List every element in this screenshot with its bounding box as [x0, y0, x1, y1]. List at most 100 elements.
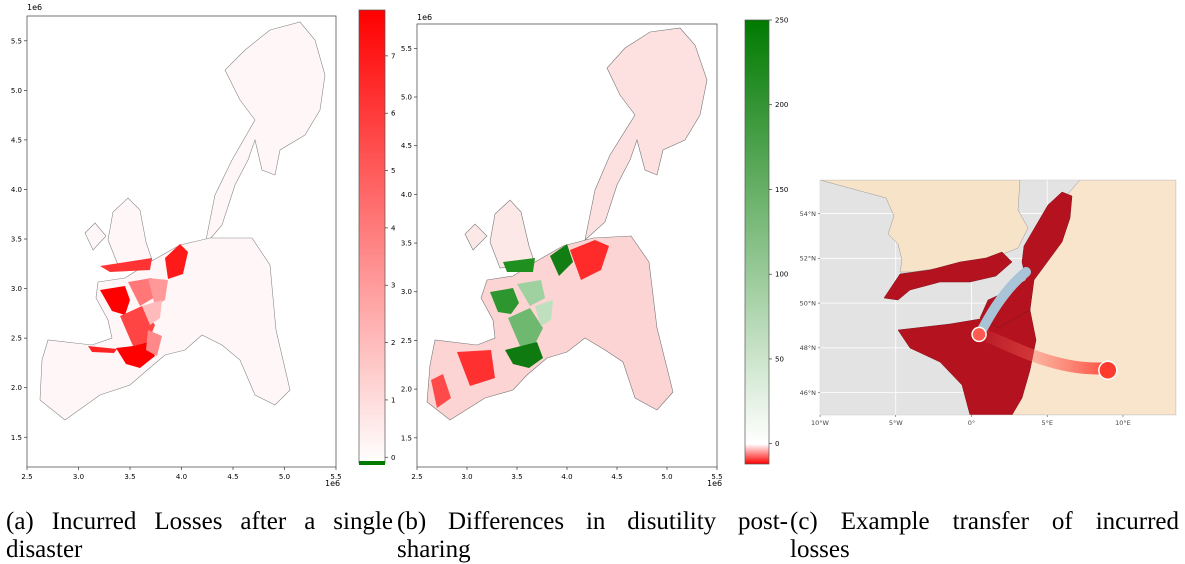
chart-c-y-tick-label: 50°N: [800, 299, 817, 307]
chart-a-y-tick-label: 2.5: [11, 335, 22, 343]
chart-a-colorbar: [358, 9, 386, 464]
caption-b-line1: (b) Differences in disutility post-: [397, 508, 788, 535]
chart-b-y-tick-label: 3.0: [401, 288, 412, 296]
chart-b-colorbar-tick-label: 50: [775, 355, 784, 363]
chart-b-red-germany: [570, 240, 609, 280]
chart-b-x-tick-label: 5.0: [661, 473, 672, 481]
chart-a-x-tick-label: 3.5: [124, 473, 135, 481]
chart-b-x-tick-label: 5.5: [711, 473, 722, 481]
chart-a-loss-centre-france: [142, 300, 162, 325]
chart-c-x-tick-label: 0°: [968, 419, 975, 427]
chart-a: 1e6 2.5 3.0 3.5 4.0 4.5 5.0 5.5 1.5 2.0 2.5 3.0 3.…: [11, 3, 395, 488]
chart-b-y-tick-label: 2.5: [401, 337, 412, 345]
chart-b-green-southwest: [505, 342, 543, 368]
chart-a-scandinavia: [204, 21, 326, 247]
chart-a-y-tick-label: 3.5: [11, 236, 22, 244]
chart-b-x-tick-label: 3.5: [511, 473, 522, 481]
caption-a: (a) Incurred Losses after a single disas…: [6, 508, 393, 564]
chart-a-colorbar-tick-label: 6: [391, 110, 395, 118]
chart-a-colorbar-tick-label: 7: [391, 52, 395, 60]
chart-b-green-brittany: [490, 288, 519, 314]
chart-b-green-west-france: [508, 308, 543, 346]
chart-a-x-tick-label: 4.5: [227, 473, 238, 481]
chart-c-y-tick-label: 48°N: [800, 344, 817, 352]
caption-c-line1: (c) Example transfer of incurred: [790, 508, 1179, 535]
chart-c-y-tick-label: 54°N: [800, 210, 817, 218]
caption-c-line2: losses: [790, 536, 850, 563]
chart-a-x-tick-label: 3.0: [73, 473, 84, 481]
chart-b-green-normandy: [517, 280, 545, 306]
chart-c-land-britain: [820, 180, 1029, 273]
chart-a-x-tick-label: 4.0: [176, 473, 187, 481]
chart-b-y-tick-label: 5.0: [401, 94, 412, 102]
chart-b: 1e6 2.5 3.0 3.5 4.0 4.5 5.0 5.5 1.5 2.0 2.5 3.0 3.…: [401, 13, 789, 488]
chart-b-x-tick-label: 4.5: [611, 473, 622, 481]
chart-c-x-tick-label: 10°W: [811, 419, 830, 427]
chart-b-red-portugal: [431, 374, 451, 408]
chart-a-y-tick-label: 3.0: [11, 285, 22, 293]
chart-b-y-tick-label: 4.0: [401, 191, 412, 199]
chart-c-region-south-england: [883, 251, 1013, 301]
chart-b-offset-label: 1e6: [417, 13, 432, 22]
chart-c-plot-frame: [819, 179, 1177, 416]
chart-b-red-iberia: [457, 350, 495, 386]
chart-a-y-tick-label: 1.5: [11, 434, 22, 442]
chart-b-y-tick-label: 5.5: [401, 45, 412, 53]
chart-c-transfer-arrow-outgoing: [977, 267, 1031, 335]
chart-c-x-tick-label: 10°E: [1115, 419, 1131, 427]
chart-a-colorbar-tick-label: 4: [391, 224, 395, 232]
chart-a-colorbar-tick-label: 2: [391, 339, 395, 347]
chart-a-loss-paris: [148, 278, 168, 306]
chart-b-colorbar-tick-label: 250: [775, 17, 788, 25]
chart-a-colorbar-tick-label: 5: [391, 167, 395, 175]
chart-c-y-tick-label: 52°N: [800, 255, 817, 263]
caption-c: (c) Example transfer of incurred losses: [790, 508, 1179, 564]
caption-a-line1: (a) Incurred Losses after a single: [6, 508, 393, 535]
chart-a-colorbar-tick-label: 1: [391, 396, 395, 404]
chart-a-loss-brittany: [100, 286, 130, 315]
chart-b-green-benelux: [550, 244, 573, 276]
chart-c-transfer-arrow-incoming: [974, 327, 1114, 375]
chart-a-x-tick-label: 5.0: [279, 473, 290, 481]
chart-b-x-tick-label: 3.0: [461, 473, 472, 481]
chart-c-y-tick-label: 46°N: [800, 389, 817, 397]
chart-a-colorbar-tick-label: 3: [391, 282, 395, 290]
chart-a-x-tick-label: 2.5: [21, 473, 32, 481]
chart-a-y-tick-label: 4.0: [11, 186, 22, 194]
chart-b-map: [426, 27, 708, 421]
chart-a-map: [39, 21, 326, 421]
chart-c-transfer-destination: [1098, 360, 1118, 380]
chart-b-colorbar-tick-label: 200: [775, 101, 788, 109]
chart-b-green-centre: [535, 300, 553, 326]
chart-c-x-tick-label: 5°W: [889, 419, 903, 427]
caption-a-line2: disaster: [6, 536, 83, 563]
chart-b-y-tick-label: 1.5: [401, 434, 412, 442]
chart-a-loss-southwest: [116, 342, 155, 368]
chart-a-y-tick-label: 5.0: [11, 87, 22, 95]
chart-b-scandinavia: [584, 27, 708, 241]
chart-b-green-uk: [503, 258, 535, 272]
chart-a-y-tick-label: 5.5: [11, 37, 22, 45]
chart-a-loss-south-uk: [100, 258, 152, 272]
chart-b-y-tick-label: 3.5: [401, 240, 412, 248]
chart-a-x-offset-label: 1e6: [325, 479, 340, 488]
chart-a-british-isles: [84, 197, 153, 266]
chart-a-loss-benelux: [165, 244, 188, 279]
chart-a-x-tick-label: 5.5: [330, 473, 341, 481]
chart-a-colorbar-tick-label: 0: [391, 454, 395, 462]
chart-a-loss-pyrenees: [88, 346, 117, 353]
chart-b-y-tick-label: 4.5: [401, 142, 412, 150]
chart-c-x-tick-label: 5°E: [1041, 419, 1053, 427]
chart-a-loss-aquitaine: [146, 330, 162, 356]
chart-b-colorbar: [744, 19, 770, 465]
chart-a-y-tick-label: 2.0: [11, 384, 22, 392]
chart-c-transfer-origin: [971, 326, 987, 343]
chart-b-x-tick-label: 2.5: [411, 473, 422, 481]
chart-a-y-tick-label: 4.5: [11, 136, 22, 144]
chart-b-colorbar-tick-label: 100: [775, 271, 788, 279]
chart-a-offset-label: 1e6: [27, 3, 42, 12]
caption-b-line2: sharing: [397, 536, 471, 563]
chart-b-x-offset-label: 1e6: [707, 479, 722, 488]
chart-b-x-tick-label: 4.0: [561, 473, 572, 481]
chart-a-mainland: [39, 237, 291, 421]
